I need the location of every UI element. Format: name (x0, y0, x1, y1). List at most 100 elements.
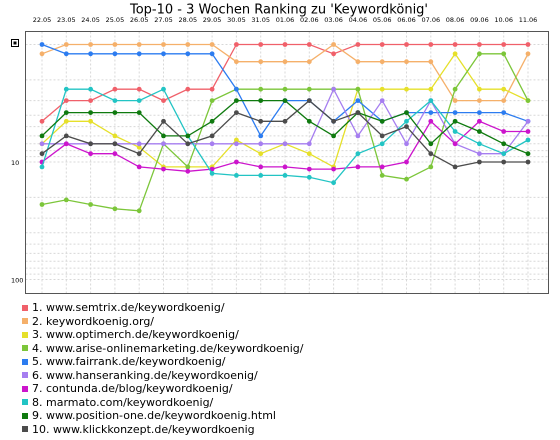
data-point (404, 141, 409, 147)
plot-marker-dot (13, 41, 17, 45)
x-tick-label: 04.06 (349, 16, 368, 24)
data-point (161, 141, 166, 147)
legend-swatch (22, 399, 28, 406)
x-tick-label: 27.05 (154, 16, 173, 24)
legend-swatch (22, 358, 28, 365)
data-point (355, 42, 361, 47)
data-point (355, 133, 361, 139)
legend-item: 5. www.fairrank.de/keywordkoenig/ (22, 355, 304, 369)
data-point (161, 166, 166, 172)
data-point (379, 42, 385, 47)
data-point (234, 42, 239, 47)
data-point (477, 110, 482, 115)
data-point (428, 110, 434, 115)
data-point (258, 42, 264, 47)
data-point (428, 98, 434, 103)
data-point (185, 168, 191, 174)
data-point (185, 141, 191, 147)
data-point (234, 59, 239, 65)
data-point (404, 159, 409, 165)
data-point (185, 51, 191, 57)
legend-item: 4. www.arise-onlinemarketing.de/keywordk… (22, 342, 304, 356)
data-point (112, 42, 118, 47)
data-point (161, 118, 166, 124)
x-tick-label: 30.05 (227, 16, 246, 24)
data-point (428, 118, 434, 124)
series-layer (39, 42, 531, 214)
data-point (209, 98, 215, 103)
data-point (209, 42, 215, 47)
data-point (209, 118, 215, 124)
data-point (452, 51, 458, 57)
x-tick-label: 31.05 (251, 16, 270, 24)
data-point (282, 118, 288, 124)
data-point (306, 141, 312, 147)
legend-swatch (22, 318, 28, 325)
data-point (452, 129, 458, 134)
data-point (379, 98, 385, 103)
legend-item: 8. marmato.com/keywordkoenig/ (22, 396, 304, 410)
data-point (404, 118, 409, 124)
x-tick-label: 06.06 (397, 16, 416, 24)
data-point (161, 51, 166, 57)
data-point (477, 98, 482, 103)
legend-item: 1. www.semtrix.de/keywordkoenig/ (22, 301, 304, 315)
data-point (209, 166, 215, 172)
data-point (136, 86, 142, 92)
data-point (234, 86, 239, 92)
x-tick-label: 03.06 (324, 16, 343, 24)
data-point (63, 51, 69, 57)
x-tick-label: 08.06 (446, 16, 465, 24)
data-point (355, 151, 361, 157)
x-tick-label: 24.05 (81, 16, 100, 24)
data-point (39, 118, 45, 124)
data-point (331, 180, 336, 186)
legend-label: 9. www.position-one.de/keywordkoenig.htm… (32, 409, 276, 422)
data-point (234, 98, 239, 103)
data-point (525, 51, 531, 57)
data-point (39, 42, 45, 47)
data-point (88, 141, 93, 147)
data-point (234, 159, 239, 165)
data-point (525, 129, 531, 134)
data-point (355, 110, 361, 115)
data-point (63, 197, 69, 203)
data-point (501, 86, 507, 92)
data-point (112, 206, 118, 212)
data-point (258, 151, 264, 157)
data-point (306, 174, 312, 180)
data-point (161, 42, 166, 47)
data-point (477, 141, 482, 147)
x-tick-label: 22.05 (33, 16, 52, 24)
data-point (258, 86, 264, 92)
data-point (209, 141, 215, 147)
data-point (428, 86, 434, 92)
data-point (185, 133, 191, 139)
data-point (112, 151, 118, 157)
data-point (112, 141, 118, 147)
data-point (209, 86, 215, 92)
legend-label: 3. www.optimerch.de/keywordkoenig/ (32, 328, 239, 341)
legend-label: 2. keywordkoenig.org/ (32, 314, 155, 328)
y-tick-label: 10 (11, 159, 19, 167)
data-point (306, 166, 312, 172)
data-point (404, 42, 409, 47)
data-point (209, 51, 215, 57)
legend-label: 8. marmato.com/keywordkoenig/ (32, 395, 214, 409)
x-tick-label: 09.06 (470, 16, 489, 24)
data-point (428, 141, 434, 147)
data-point (258, 164, 264, 170)
data-point (501, 129, 507, 134)
data-point (258, 59, 264, 65)
data-point (112, 51, 118, 57)
data-point (428, 42, 434, 47)
legend-item: 7. contunda.de/blog/keywordkoenig/ (22, 382, 304, 396)
data-point (452, 164, 458, 170)
data-point (477, 151, 482, 157)
legend-label: 7. contunda.de/blog/keywordkoenig/ (32, 382, 233, 395)
data-point (136, 141, 142, 147)
data-point (39, 141, 45, 147)
legend-label: 6. www.hanseranking.de/keywordkoenig/ (32, 368, 258, 382)
x-tick-label: 02.06 (300, 16, 319, 24)
data-point (39, 51, 45, 57)
